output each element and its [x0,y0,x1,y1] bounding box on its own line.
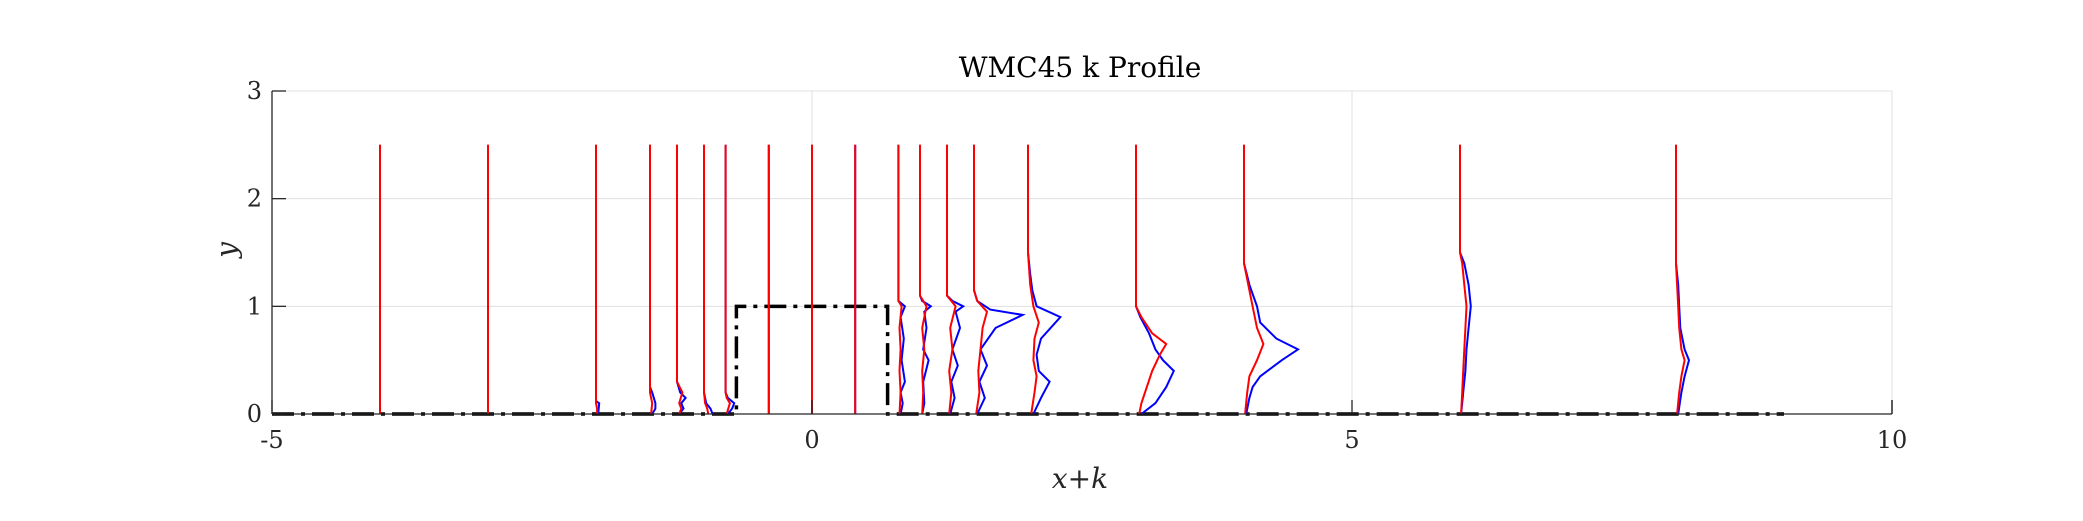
series-1-profile-16 [1243,144,1300,415]
series-2-profile-10 [897,144,903,415]
x-tick-label-3: 10 [1877,426,1908,454]
x-tick-label-1: 0 [804,426,819,454]
series-1-profile-5 [703,144,714,415]
series-1-profile-15 [1135,144,1176,415]
series-2-profile-6 [724,144,731,415]
series-2-profile-2 [595,144,599,414]
series-2-profile-17 [1459,144,1468,415]
series-1-profile-14 [1027,144,1063,415]
series-2-profile-13 [973,144,989,415]
series-1-profile-6 [724,144,736,415]
series-2-profile-18 [1675,144,1686,415]
y-tick-label-1: 1 [247,292,262,320]
series-2-profile-4 [676,144,684,415]
series-2-profile-3 [649,144,654,415]
x-axis-label: x+k [1052,462,1108,495]
series-2-profile-15 [1135,144,1168,415]
geometry-outline-layer [272,304,1784,416]
series-2-profile-11 [919,144,928,415]
chart-title: WMC45 k Profile [959,51,1202,84]
series-1-profile-10 [897,144,907,415]
series-1-profile-13 [973,144,1026,415]
x-tick-label-2: 5 [1344,426,1359,454]
axes [271,90,1893,415]
y-tick-label-2: 2 [247,185,262,213]
grid [271,90,1893,415]
x-tick-label-0: -5 [260,426,283,454]
geometry-outline [272,304,1784,416]
series-2-profile-16 [1243,144,1265,415]
series-2-profile-14 [1027,144,1040,415]
series-layer [379,144,1691,415]
series-1-profile-17 [1459,144,1472,415]
y-tick-label-3: 3 [247,77,262,105]
series-2-profile-5 [703,144,710,415]
series-2-profile-12 [946,144,957,415]
y-axis-label: y [210,241,243,260]
y-tick-label-0: 0 [247,400,262,428]
series-1-profile-4 [676,144,687,415]
